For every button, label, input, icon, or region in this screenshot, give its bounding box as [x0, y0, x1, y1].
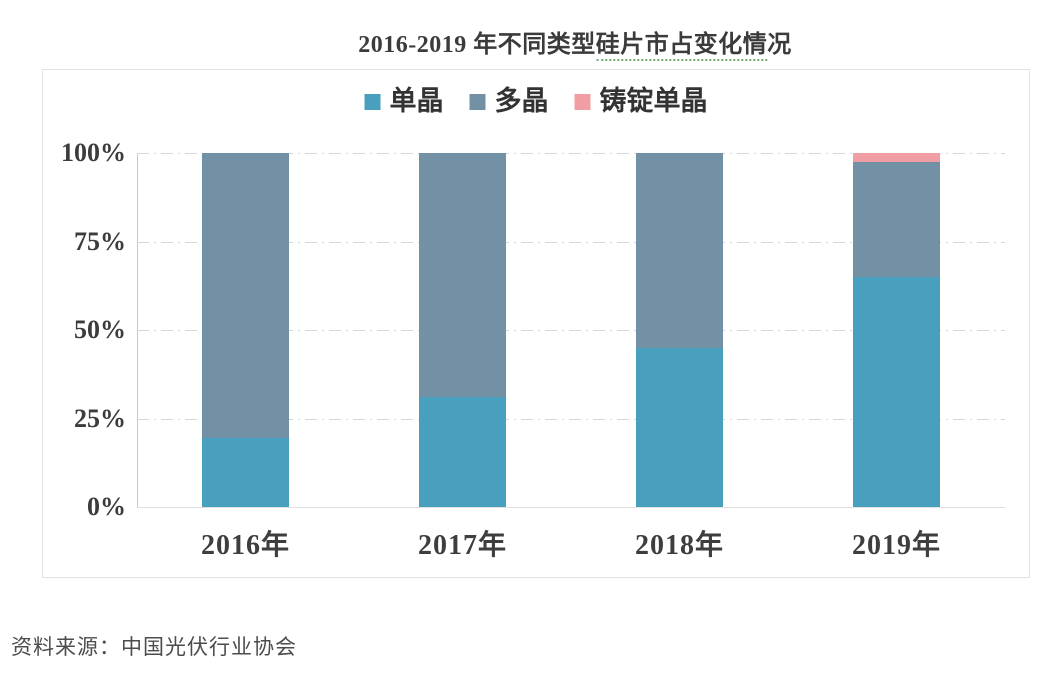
- gridline-100: [137, 153, 1005, 154]
- bar-segment-2019年-多晶: [853, 161, 940, 277]
- gridline-75: [137, 241, 1005, 243]
- legend-label: 单晶: [389, 86, 444, 116]
- bar-segment-2016年-多晶: [202, 153, 289, 438]
- y-tick-label-50: 50%: [74, 315, 126, 344]
- legend-item-0: 单晶: [364, 86, 444, 116]
- gridline-25: [137, 418, 1005, 420]
- x-axis-line: [137, 507, 1005, 508]
- legend-swatch-icon: [364, 93, 381, 110]
- chart-title-suffix: 况: [767, 32, 792, 58]
- bar-2019年: [853, 153, 940, 507]
- gridline-50: [137, 330, 1005, 331]
- bar-2018年: [636, 153, 723, 507]
- legend-item-1: 多晶: [469, 86, 549, 116]
- x-tick-label-2019年: 2019年: [851, 530, 941, 561]
- y-tick-label-75: 75%: [74, 226, 126, 256]
- y-tick-label-100: 100%: [61, 138, 126, 167]
- chart-title-prefix: 2016-2019 年不同类型: [358, 32, 596, 58]
- chart-title-underlined: 硅片市占变化情: [595, 32, 768, 61]
- legend-swatch-icon: [469, 93, 486, 110]
- chart-panel: 单晶 多晶 铸锭单晶 2016年 2017年 2018年 2019年 0% 25% 50% 75…: [42, 69, 1030, 578]
- bar-segment-2019年-铸锭单晶: [853, 153, 940, 162]
- legend-item-2: 铸锭单晶: [574, 86, 708, 116]
- bar-segment-2018年-单晶: [636, 347, 723, 507]
- bar-segment-2017年-多晶: [419, 153, 506, 398]
- bar-segment-2019年-单晶: [853, 276, 940, 507]
- chart-title: 2016-2019 年不同类型硅片市占变化情况: [358, 24, 792, 61]
- x-tick-label-2018年: 2018年: [634, 530, 724, 561]
- legend-swatch-icon: [574, 93, 591, 110]
- y-tick-label-0: 0%: [87, 492, 126, 521]
- bar-segment-2017年-单晶: [419, 397, 506, 507]
- chart-legend: 单晶 多晶 铸锭单晶: [364, 86, 708, 116]
- bar-segment-2016年-单晶: [202, 437, 289, 507]
- legend-label: 多晶: [494, 86, 549, 116]
- bar-2017年: [419, 153, 506, 507]
- bar-2016年: [202, 153, 289, 507]
- legend-label: 铸锭单晶: [599, 86, 708, 116]
- x-tick-label-2016年: 2016年: [200, 530, 290, 561]
- plot-area: 2016年 2017年 2018年 2019年: [137, 153, 1005, 561]
- y-tick-label-25: 25%: [74, 403, 126, 433]
- x-tick-label-2017年: 2017年: [417, 530, 507, 561]
- bar-segment-2018年-多晶: [636, 153, 723, 348]
- source-note: 资料来源：中国光伏行业协会: [11, 636, 297, 659]
